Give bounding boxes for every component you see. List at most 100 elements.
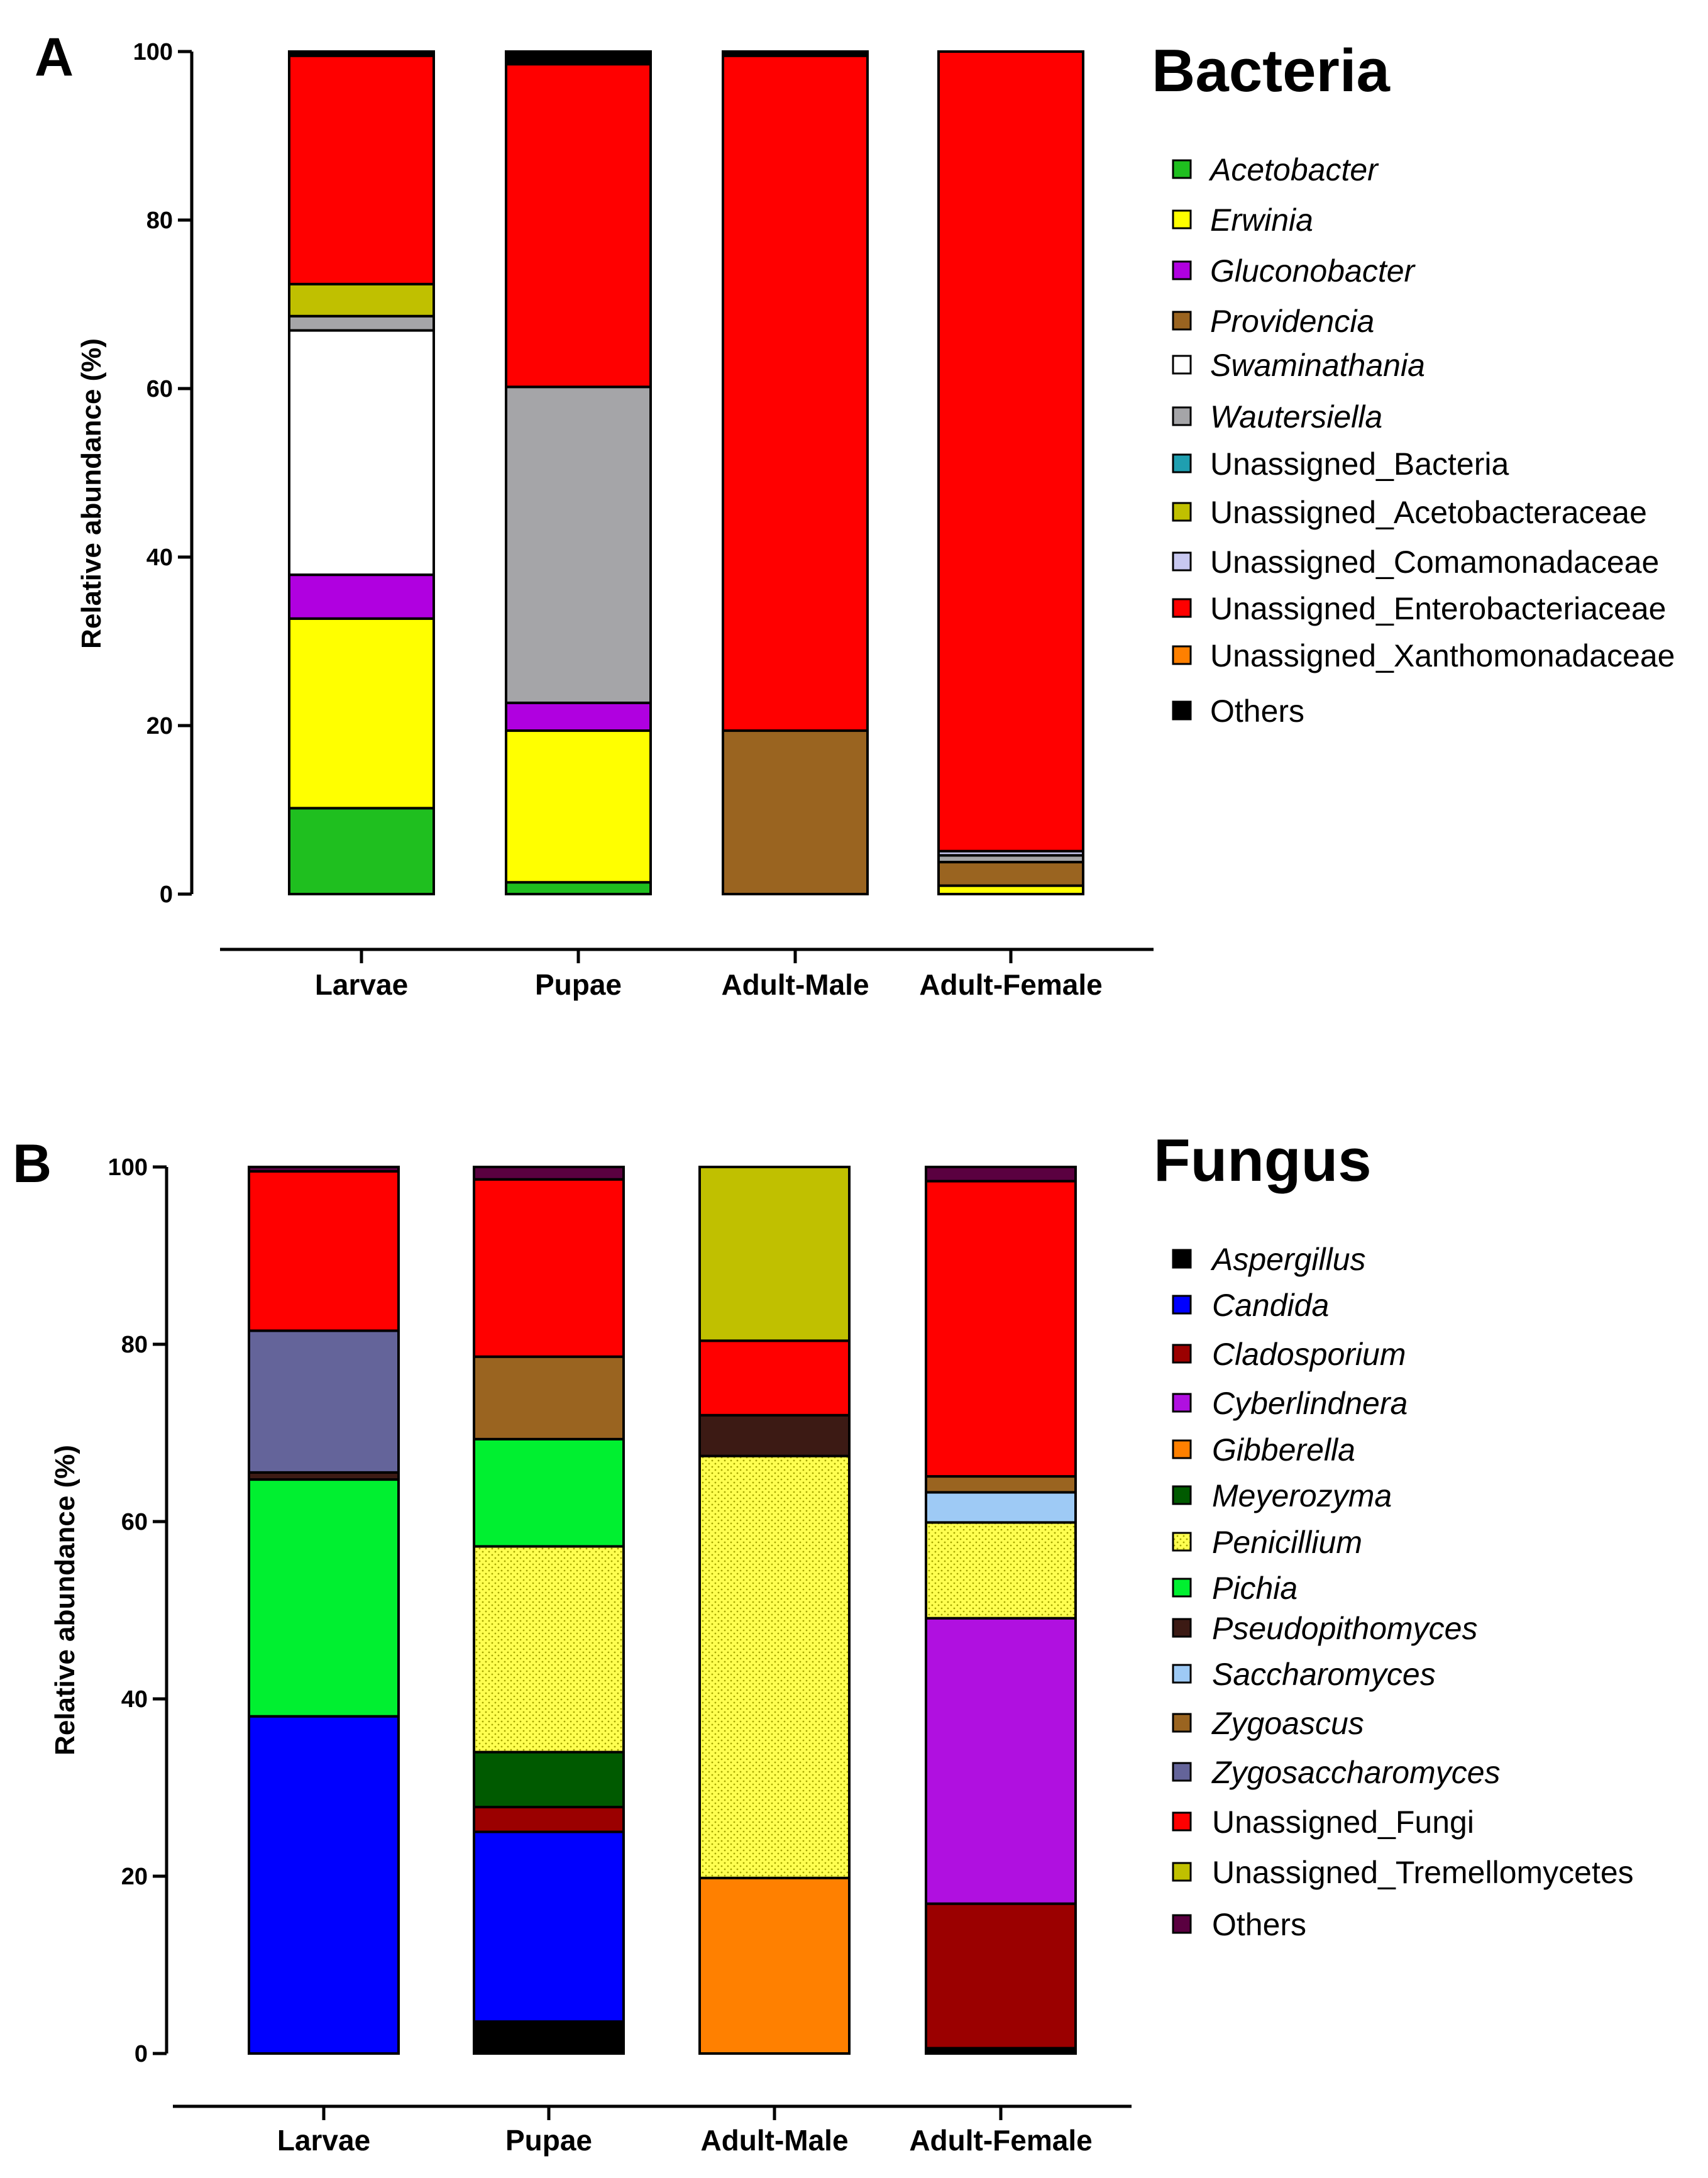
bacteria-x-tick-label-adult-female: Adult-Female (919, 968, 1102, 1001)
fungus-legend-swatch (1172, 1249, 1192, 1269)
fungus-legend-item-cladosporium: Cladosporium (1172, 1337, 1406, 1372)
bacteria-legend-swatch (1172, 598, 1192, 618)
bacteria-bar-adult-female (937, 50, 1084, 895)
bacteria-y-axis-label: Relative abundance (%) (76, 338, 107, 649)
bacteria-segment-adult-male-providencia (722, 729, 869, 896)
bacteria-legend-swatch (1172, 551, 1192, 572)
fungus-legend-item-unassigned-tremellomycetes: Unassigned_Tremellomycetes (1172, 1855, 1634, 1890)
bacteria-segment-adult-male-unassigned-enterobacteriaceae (722, 54, 869, 732)
fungus-y-tick-label: 80 (121, 1332, 148, 1358)
fungus-legend-item-unassigned-fungi: Unassigned_Fungi (1172, 1805, 1474, 1840)
fungus-legend-item-others: Others (1172, 1907, 1306, 1942)
fungus-legend-label: Aspergillus (1210, 1242, 1366, 1277)
bacteria-legend-swatch (1172, 645, 1192, 665)
fungus-segment-pupae-others (473, 1166, 625, 1181)
fungus-segment-larvae-candida (248, 1715, 400, 2055)
fungus-legend-label: Pichia (1212, 1571, 1298, 1606)
bacteria-legend-swatch (1172, 311, 1192, 331)
bacteria-segment-pupae-others (505, 50, 652, 66)
fungus-x-tick-label-adult-female: Adult-Female (909, 2124, 1092, 2157)
bacteria-segment-pupae-unassigned-enterobacteriaceae (505, 63, 652, 389)
bacteria-legend-item-erwinia: Erwinia (1172, 202, 1313, 238)
fungus-legend-item-pseudopithomyces: Pseudopithomyces (1172, 1611, 1477, 1646)
fungus-segment-pupae-zygoascus (473, 1355, 625, 1440)
fungus-legend-label: Meyerozyma (1212, 1478, 1392, 1513)
bacteria-legend-item-unassigned-bacteria: Unassigned_Bacteria (1172, 446, 1509, 482)
bacteria-legend-label: Acetobacter (1208, 152, 1379, 187)
fungus-segment-pupae-meyerozyma (473, 1750, 625, 1809)
bacteria-y-tick-label: 60 (146, 376, 173, 402)
bacteria-legend-swatch (1172, 406, 1192, 426)
fungus-legend-swatch (1172, 1762, 1192, 1782)
panel-letter-b: B (13, 1134, 52, 1194)
bacteria-segment-adult-male-others (722, 50, 869, 57)
bacteria-segment-larvae-gluconobacter (288, 573, 435, 620)
bacteria-legend-item-gluconobacter: Gluconobacter (1172, 253, 1416, 289)
fungus-legend-item-saccharomyces: Saccharomyces (1172, 1657, 1436, 1692)
fungus-legend-item-zygosaccharomyces: Zygosaccharomyces (1172, 1755, 1501, 1790)
panel-letter-a: A (35, 27, 74, 87)
fungus-x-tick-label-adult-male: Adult-Male (700, 2124, 848, 2157)
fungus-segment-adult-male-pseudopithomyces (698, 1413, 851, 1457)
fungus-bar-adult-male (698, 1166, 851, 2055)
fungus-bar-larvae (248, 1166, 400, 2055)
fungus-legend-item-penicillium: Penicillium (1172, 1525, 1362, 1560)
bacteria-legend-label: Unassigned_Acetobacteraceae (1210, 495, 1647, 530)
bacteria-x-tick-label-larvae: Larvae (315, 968, 408, 1001)
fungus-legend-label: Cladosporium (1212, 1337, 1406, 1372)
fungus-segment-adult-female-cladosporium (925, 1902, 1077, 2050)
bacteria-legend-label: Wautersiella (1210, 399, 1382, 434)
bacteria-legend-swatch (1172, 700, 1192, 721)
bacteria-y-tick-label: 100 (133, 39, 173, 65)
fungus-legend-swatch (1172, 1664, 1192, 1684)
fungus-segment-adult-male-unassigned-tremellomycetes (698, 1166, 851, 1342)
bacteria-chart-title: Bacteria (1152, 37, 1391, 104)
bacteria-legend-item-unassigned-acetobacteraceae: Unassigned_Acetobacteraceae (1172, 495, 1647, 530)
bacteria-segment-larvae-swaminathania (288, 329, 435, 577)
bacteria-legend-label: Unassigned_Enterobacteriaceae (1210, 591, 1667, 626)
fungus-bar-pupae (473, 1166, 625, 2055)
fungus-legend-swatch (1172, 1811, 1192, 1832)
bacteria-segment-larvae-acetobacter (288, 807, 435, 895)
fungus-legend-swatch (1172, 1713, 1192, 1733)
bacteria-legend-item-unassigned-xanthomonadaceae: Unassigned_Xanthomonadaceae (1172, 638, 1675, 673)
fungus-legend-swatch (1172, 1914, 1192, 1934)
bacteria-segment-larvae-erwinia (288, 617, 435, 810)
fungus-segment-larvae-unassigned-fungi (248, 1170, 400, 1332)
fungus-segment-pupae-aspergillus (473, 2020, 625, 2055)
bacteria-legend-item-unassigned-enterobacteriaceae: Unassigned_Enterobacteriaceae (1172, 591, 1667, 626)
bacteria-legend-swatch (1172, 209, 1192, 229)
bacteria-x-tick-label-pupae: Pupae (535, 968, 622, 1001)
bacteria-bar-larvae (288, 50, 435, 895)
bacteria-y-tick-label: 40 (146, 544, 173, 571)
fungus-legend-label: Others (1212, 1907, 1306, 1942)
bacteria-x-tick-label-adult-male: Adult-Male (721, 968, 869, 1001)
panel-b-fungus: B Fungus Relative abundance (%) 0 20 40 60 8… (13, 1127, 1634, 2157)
bacteria-segment-adult-female-providencia (937, 861, 1084, 887)
fungus-legend: Aspergillus Candida Cladosporium Cyberlindn… (1172, 1242, 1634, 1942)
fungus-y-tick-label: 0 (135, 2041, 148, 2067)
bacteria-segment-pupae-wautersiella (505, 385, 652, 704)
fungus-segment-adult-female-cyberlindnera (925, 1617, 1077, 1905)
bacteria-y-tick-label: 20 (146, 713, 173, 739)
fungus-legend-item-meyerozyma: Meyerozyma (1172, 1478, 1392, 1513)
fungus-legend-label: Zygoascus (1211, 1706, 1364, 1741)
fungus-segment-adult-male-penicillium (698, 1454, 851, 1879)
bacteria-legend-item-providencia: Providencia (1172, 304, 1374, 339)
bacteria-y-tick-label: 80 (146, 207, 173, 234)
fungus-legend-item-gibberella: Gibberella (1172, 1432, 1355, 1468)
fungus-legend-swatch (1172, 1862, 1192, 1882)
fungus-segment-pupae-unassigned-fungi (473, 1178, 625, 1358)
bacteria-legend-swatch (1172, 355, 1192, 375)
bacteria-legend-swatch (1172, 159, 1192, 179)
fungus-legend-swatch (1172, 1344, 1192, 1364)
fungus-segment-larvae-pichia (248, 1478, 400, 1718)
fungus-segment-adult-female-zygoascus (925, 1475, 1077, 1494)
bacteria-legend-label: Providencia (1210, 304, 1374, 339)
bacteria-legend-swatch (1172, 260, 1192, 280)
fungus-legend-item-zygoascus: Zygoascus (1172, 1706, 1364, 1741)
bacteria-legend-item-acetobacter: Acetobacter (1172, 152, 1379, 187)
bacteria-legend-label: Unassigned_Xanthomonadaceae (1210, 638, 1675, 673)
bacteria-segment-pupae-acetobacter (505, 881, 652, 895)
fungus-segment-pupae-cladosporium (473, 1806, 625, 1833)
